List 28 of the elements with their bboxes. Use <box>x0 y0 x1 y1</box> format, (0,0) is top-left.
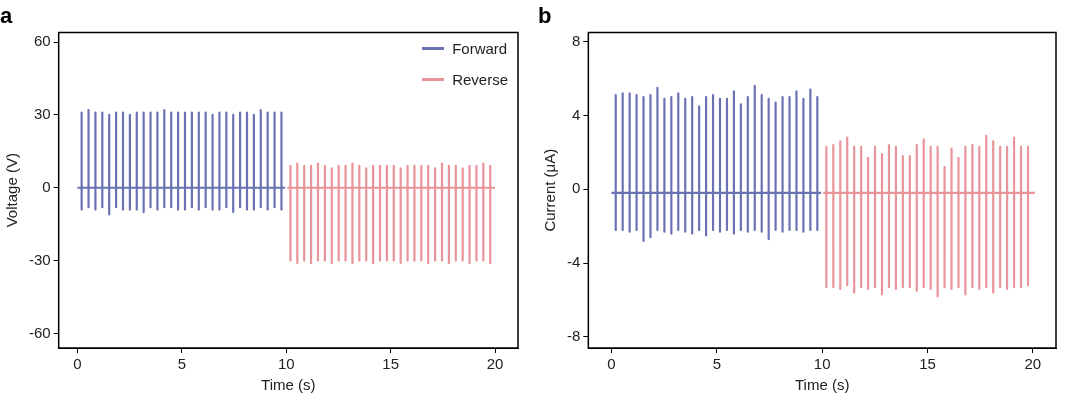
legend-label: Reverse <box>452 71 508 89</box>
x-tick-label: 20 <box>486 355 504 373</box>
y-tick-label: 8 <box>571 31 581 49</box>
chart-title: b <box>538 3 552 29</box>
y-axis-title: Current (μA) <box>541 148 559 232</box>
x-tick-label: 5 <box>712 355 722 373</box>
x-tick-label: 20 <box>1024 355 1042 373</box>
legend-label: Forward <box>452 40 508 58</box>
y-tick-label: 0 <box>571 179 581 197</box>
x-tick-label: 15 <box>919 355 936 373</box>
y-tick-label: 4 <box>571 105 581 123</box>
y-tick-label: 0 <box>42 177 51 195</box>
y-tick-label: 30 <box>33 105 51 123</box>
x-tick-label: 10 <box>813 355 831 373</box>
y-tick-label: -30 <box>28 250 51 268</box>
x-tick-label: 10 <box>277 355 295 373</box>
y-tick-label: -8 <box>566 327 581 345</box>
y-tick-label: -4 <box>566 253 581 271</box>
chart-title: a <box>0 3 13 29</box>
x-axis-title: Time (s) <box>261 376 316 394</box>
x-axis-title: Time (s) <box>794 376 850 394</box>
y-axis-title: Voltage (V) <box>3 153 21 228</box>
x-tick-label: 0 <box>607 355 616 373</box>
y-tick-label: -60 <box>28 323 51 341</box>
x-tick-label: 5 <box>177 355 187 373</box>
x-tick-label: 15 <box>382 355 399 373</box>
y-tick-label: 60 <box>33 32 51 50</box>
x-tick-label: 0 <box>73 355 82 373</box>
